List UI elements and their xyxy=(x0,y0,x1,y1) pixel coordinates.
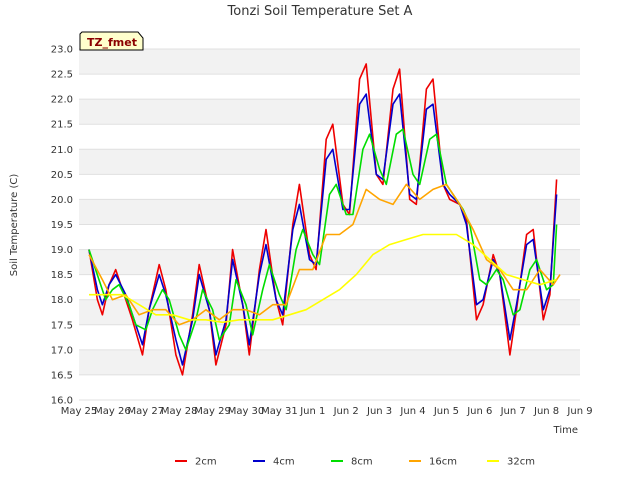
y-axis-label: Soil Temperature (C) xyxy=(9,174,20,277)
tag-label: TZ_fmet xyxy=(87,36,137,49)
y-tick-label: 21.5 xyxy=(51,120,73,131)
x-tick-label: Jun 3 xyxy=(366,406,392,417)
x-tick-label: Jun 7 xyxy=(500,406,526,417)
x-tick-label: May 28 xyxy=(161,406,198,417)
series-lines xyxy=(88,63,561,376)
legend-label-2cm: 2cm xyxy=(195,457,217,468)
y-axis-ticks: 16.0 16.5 17.0 17.5 18.0 18.5 19.0 19.5 20.0 20.5… xyxy=(51,45,73,407)
x-tick-label: Jun 1 xyxy=(299,406,325,417)
x-tick-label: May 26 xyxy=(94,406,131,417)
x-tick-label: Jun 5 xyxy=(433,406,459,417)
grid-band xyxy=(79,299,580,325)
grid-band xyxy=(79,249,580,275)
x-tick-label: May 31 xyxy=(261,406,298,417)
x-axis-label: Time xyxy=(553,425,578,436)
y-tick-label: 20.5 xyxy=(51,170,73,181)
y-tick-label: 17.0 xyxy=(51,345,73,356)
series-line-32cm xyxy=(89,233,557,324)
series-line-4cm xyxy=(88,93,558,366)
series-line-8cm xyxy=(88,128,558,351)
y-tick-label: 18.0 xyxy=(51,295,73,306)
x-tick-label: May 27 xyxy=(128,406,165,417)
x-tick-label: May 29 xyxy=(194,406,231,417)
legend-label-4cm: 4cm xyxy=(273,457,295,468)
legend-label-32cm: 32cm xyxy=(507,457,535,468)
y-tick-label: 17.5 xyxy=(51,320,73,331)
legend-label-16cm: 16cm xyxy=(429,457,457,468)
x-tick-label: Jun 8 xyxy=(533,406,559,417)
grid-band xyxy=(79,349,580,375)
tag-box: TZ_fmet xyxy=(79,31,144,51)
series-line-16cm xyxy=(88,183,561,326)
x-tick-label: May 30 xyxy=(228,406,265,417)
x-tick-label: May 25 xyxy=(61,406,98,417)
x-tick-label: Jun 6 xyxy=(466,406,492,417)
x-tick-label: Jun 2 xyxy=(333,406,359,417)
x-tick-label: Jun 9 xyxy=(566,406,592,417)
y-tick-label: 19.5 xyxy=(51,220,73,231)
y-tick-label: 20.0 xyxy=(51,195,73,206)
grid-lines xyxy=(79,48,580,401)
y-tick-label: 22.0 xyxy=(51,95,73,106)
x-tick-label: Jun 4 xyxy=(399,406,425,417)
y-tick-label: 19.0 xyxy=(51,245,73,256)
legend: 2cm 4cm 8cm 16cm 32cm xyxy=(175,457,535,468)
y-tick-label: 21.0 xyxy=(51,145,73,156)
y-tick-label: 23.0 xyxy=(51,45,73,56)
grid-band xyxy=(79,99,580,125)
grid-band xyxy=(79,199,580,225)
grid-band xyxy=(79,49,580,75)
tag-box-shape xyxy=(79,31,144,51)
chart-title: Tonzi Soil Temperature Set A xyxy=(227,4,413,19)
legend-label-8cm: 8cm xyxy=(351,457,373,468)
y-tick-label: 22.5 xyxy=(51,70,73,81)
y-tick-label: 16.0 xyxy=(51,396,73,407)
y-tick-label: 16.5 xyxy=(51,370,73,381)
y-tick-label: 18.5 xyxy=(51,270,73,281)
